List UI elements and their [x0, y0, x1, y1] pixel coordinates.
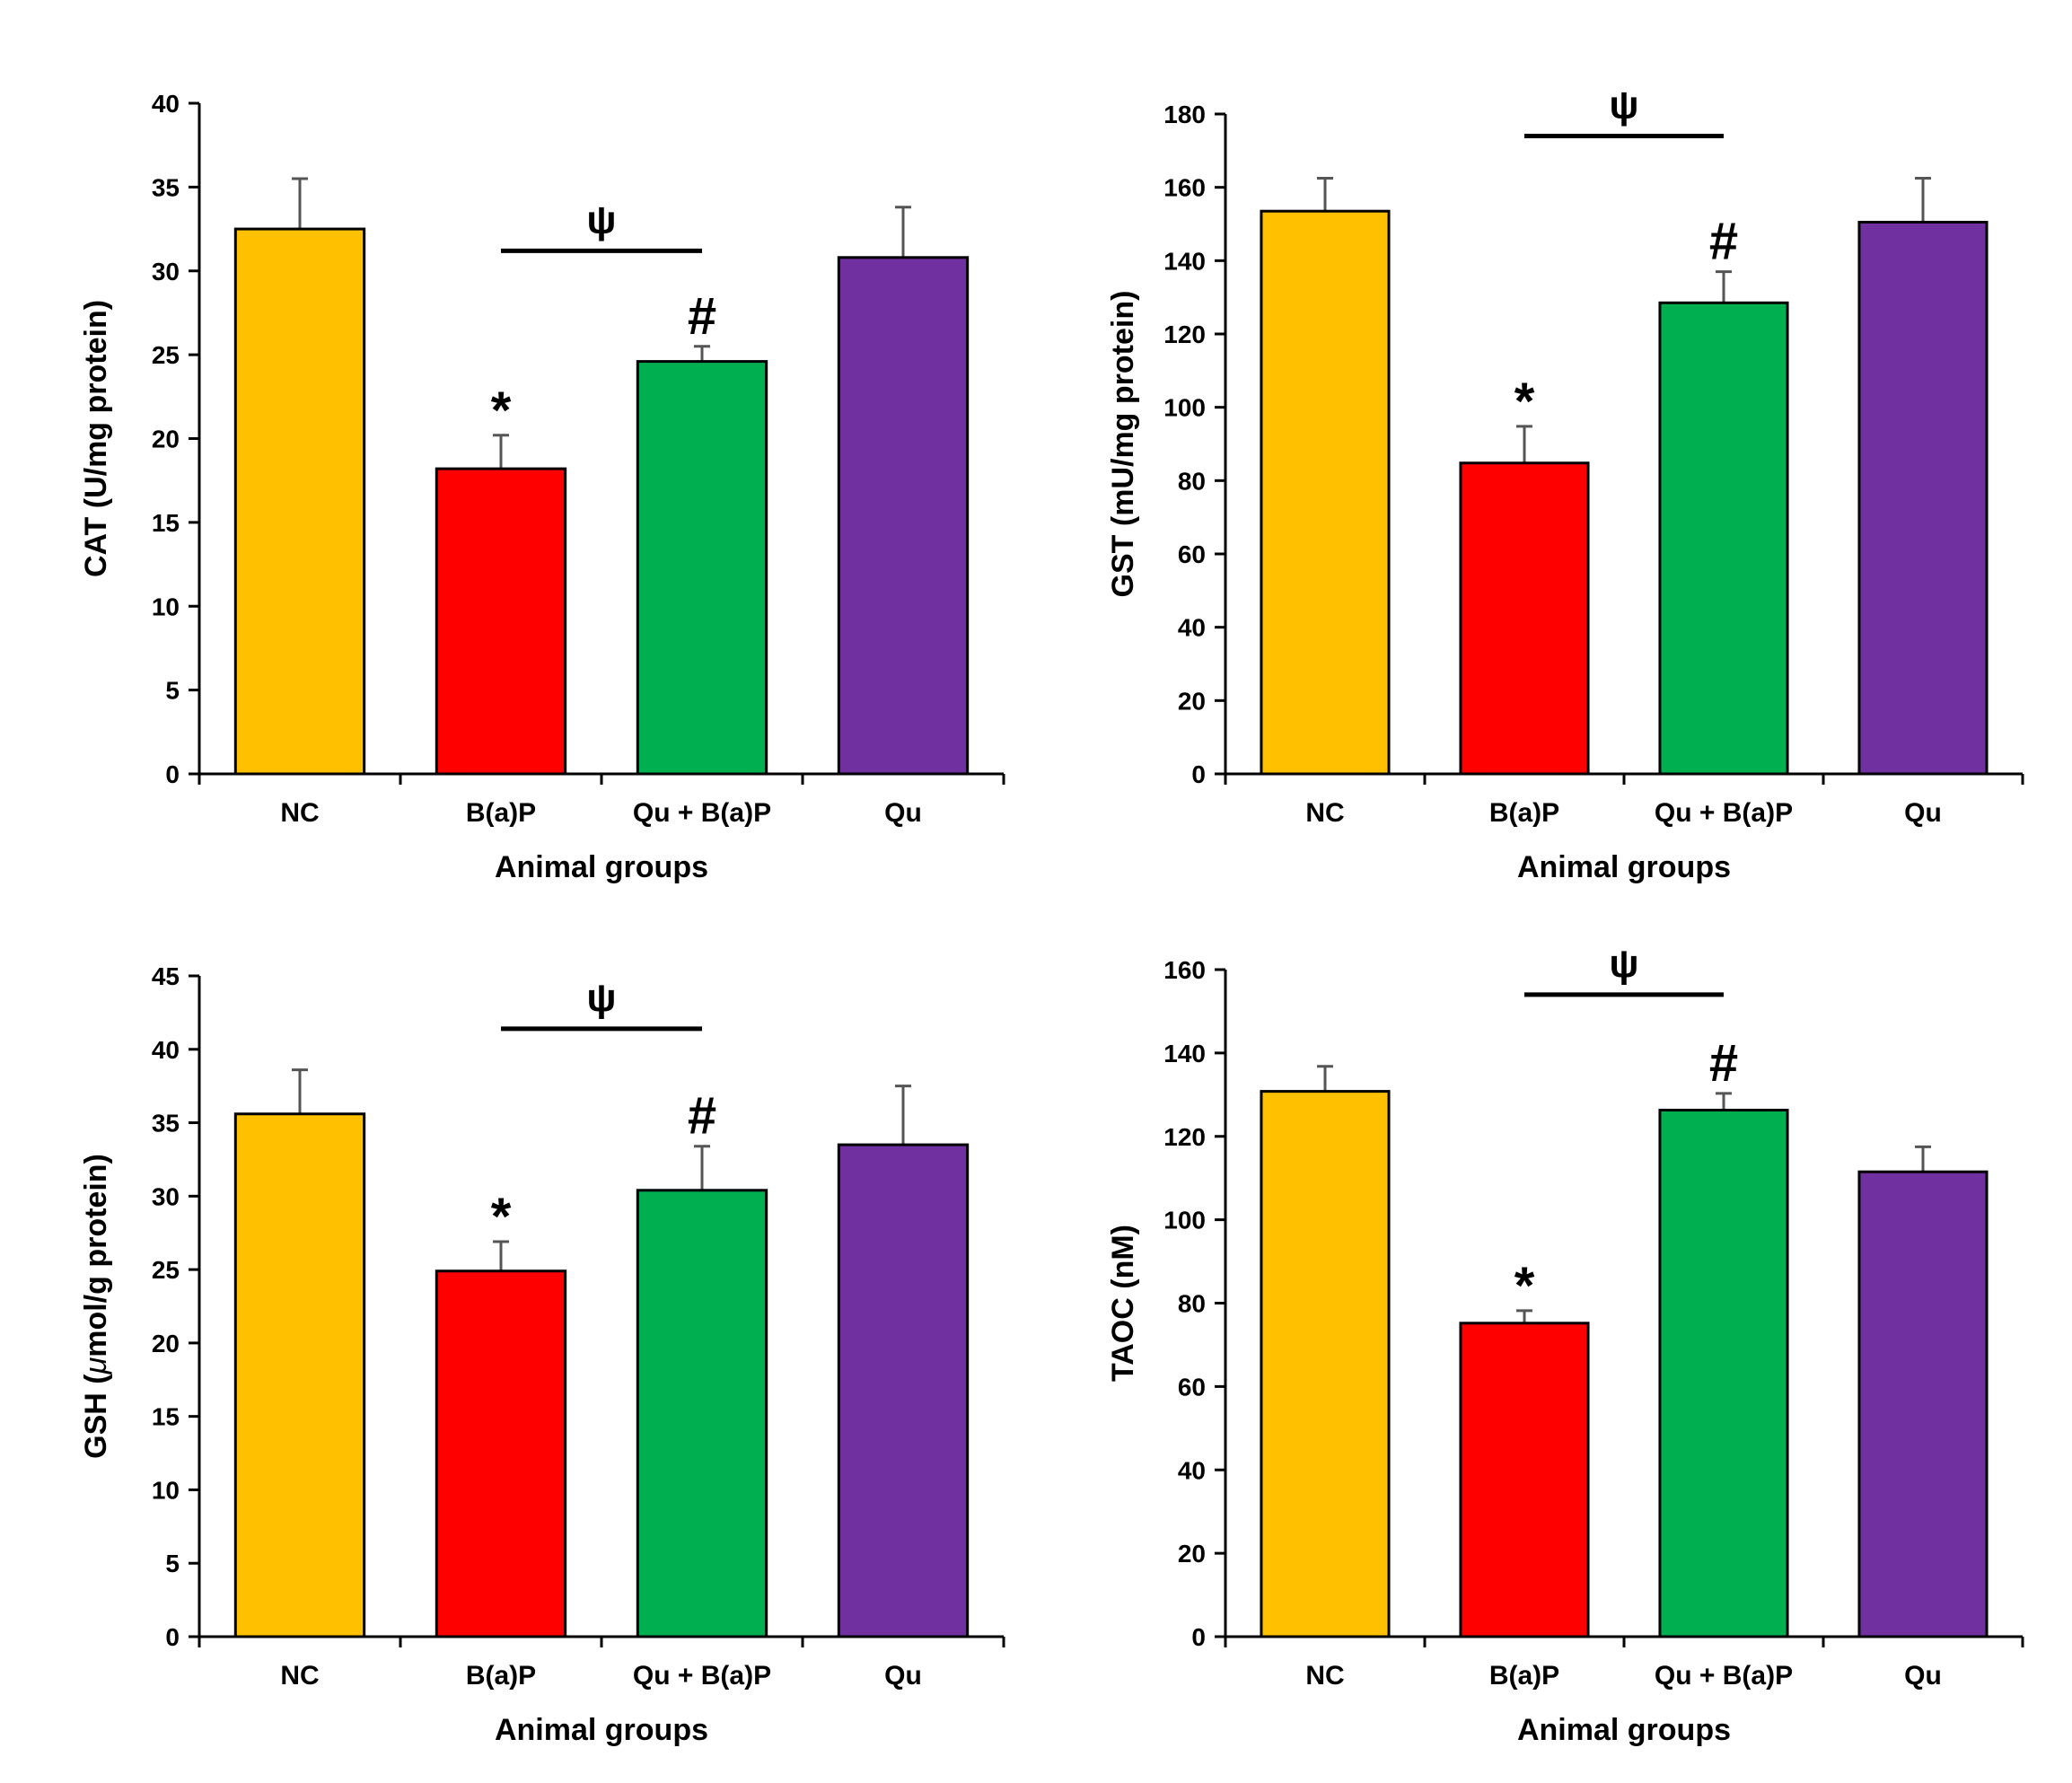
y-tick-label: 20 — [1178, 1540, 1206, 1568]
significance-hash: # — [688, 287, 716, 346]
x-tick-label: Qu — [884, 1661, 922, 1691]
significance-star: * — [1514, 1257, 1535, 1315]
y-tick-label: 60 — [1178, 1373, 1206, 1401]
x-tick-label: B(a)P — [466, 1661, 536, 1691]
y-tick-label: 15 — [152, 509, 180, 537]
bar-b-a-p — [435, 467, 567, 776]
significance-star: * — [491, 1188, 512, 1246]
y-tick-label: 20 — [1178, 687, 1206, 715]
significance-hash: # — [1709, 213, 1738, 271]
bar-nc — [1260, 209, 1391, 776]
significance-star: * — [1514, 373, 1535, 431]
chart-panel-gsh: 0 5 10 15 20 25 30 35 40 45 NC B(a)P Qu + B(a)P Qu * # ψ… — [79, 962, 1005, 1747]
bar-qu — [1857, 1170, 1989, 1638]
bar-qu-b-a-p — [636, 360, 768, 776]
y-tick-label: 30 — [152, 258, 180, 285]
x-tick-label: B(a)P — [1489, 798, 1559, 828]
x-tick-label: Qu — [1904, 1661, 1942, 1691]
y-tick-label: 5 — [165, 677, 180, 705]
x-tick-label: B(a)P — [466, 798, 536, 828]
y-tick-label: 5 — [165, 1550, 180, 1577]
bracket-psi-label: ψ — [586, 198, 616, 242]
y-tick-label: 160 — [1163, 174, 1206, 202]
y-tick-label: 20 — [152, 426, 180, 453]
bar-nc — [233, 227, 366, 776]
x-tick-label: NC — [280, 1661, 319, 1691]
chart-panel-taoc: 0 20 40 60 80 100 120 140 160 NC B(a)P Qu + B(a)P Qu… — [1106, 942, 2024, 1747]
bar-b-a-p — [435, 1269, 567, 1638]
y-tick-label: 60 — [1178, 540, 1206, 568]
significance-hash: # — [688, 1087, 716, 1146]
y-tick-label: 40 — [1178, 1456, 1206, 1484]
significance-star: * — [491, 382, 512, 440]
bar-qu — [1857, 220, 1989, 776]
x-tick-label: Qu + B(a)P — [1655, 798, 1793, 828]
y-tick-label: 140 — [1163, 247, 1206, 275]
bar-b-a-p — [1459, 461, 1590, 776]
y-tick-label: 30 — [152, 1182, 180, 1210]
y-axis-title: TAOC (nM) — [1106, 1225, 1140, 1382]
bar-nc — [1260, 1090, 1391, 1638]
y-tick-label: 180 — [1163, 101, 1206, 128]
y-tick-label: 0 — [1191, 1623, 1206, 1651]
bar-qu — [837, 256, 970, 776]
y-tick-label: 20 — [152, 1330, 180, 1357]
y-tick-label: 10 — [152, 1476, 180, 1504]
y-tick-label: 25 — [152, 341, 180, 369]
y-tick-label: 40 — [1178, 614, 1206, 642]
y-tick-label: 35 — [152, 1110, 180, 1137]
bracket-psi-label: ψ — [586, 976, 616, 1020]
y-tick-label: 40 — [152, 90, 180, 118]
bar-qu — [837, 1143, 970, 1638]
y-tick-label: 40 — [152, 1036, 180, 1064]
bar-qu-b-a-p — [636, 1189, 768, 1638]
y-tick-label: 45 — [152, 962, 180, 990]
y-tick-label: 15 — [152, 1403, 180, 1431]
y-tick-label: 140 — [1163, 1040, 1206, 1067]
y-tick-label: 10 — [152, 593, 180, 620]
x-tick-label: NC — [1305, 1661, 1344, 1691]
bar-qu-b-a-p — [1658, 1108, 1789, 1638]
y-axis-title: CAT (U/mg protein) — [79, 300, 113, 577]
y-tick-label: 0 — [1191, 760, 1206, 788]
y-tick-label: 0 — [165, 1623, 180, 1651]
y-tick-label: 100 — [1163, 1207, 1206, 1234]
x-axis-title: Animal groups — [495, 1713, 708, 1747]
y-axis-title: GSH (μmol/g protein) — [79, 1154, 113, 1459]
chart-panel-gst: 0 20 40 60 80 100 120 140 160 180 NC B(a)P Qu + B(a)… — [1106, 83, 2024, 884]
bar-nc — [233, 1112, 366, 1638]
x-axis-title: Animal groups — [495, 850, 708, 884]
x-tick-label: NC — [1305, 798, 1344, 828]
x-tick-label: Qu + B(a)P — [1655, 1661, 1793, 1691]
significance-hash: # — [1709, 1034, 1738, 1093]
bracket-psi-label: ψ — [1609, 942, 1638, 986]
bar-b-a-p — [1459, 1322, 1590, 1638]
x-tick-label: Qu + B(a)P — [633, 798, 771, 828]
bar-qu-b-a-p — [1658, 301, 1789, 776]
y-tick-label: 80 — [1178, 1290, 1206, 1318]
bracket-psi-label: ψ — [1609, 83, 1638, 127]
x-tick-label: Qu — [884, 798, 922, 828]
y-tick-label: 80 — [1178, 467, 1206, 495]
y-tick-label: 0 — [165, 760, 180, 788]
chart-panel-cat: 0 5 10 15 20 25 30 35 40 NC B(a)P Qu + B(a)P Qu * # ψ An… — [79, 90, 1005, 884]
y-tick-label: 120 — [1163, 1123, 1206, 1151]
x-tick-label: B(a)P — [1489, 1661, 1559, 1691]
y-tick-label: 25 — [152, 1256, 180, 1284]
y-tick-label: 35 — [152, 173, 180, 201]
x-tick-label: Qu + B(a)P — [633, 1661, 771, 1691]
y-tick-label: 160 — [1163, 956, 1206, 984]
y-axis-title: GST (mU/mg protein) — [1106, 291, 1140, 598]
y-tick-label: 120 — [1163, 321, 1206, 348]
x-tick-label: Qu — [1904, 798, 1942, 828]
x-axis-title: Animal groups — [1517, 1713, 1731, 1747]
x-tick-label: NC — [280, 798, 319, 828]
x-axis-title: Animal groups — [1517, 850, 1731, 884]
y-tick-label: 100 — [1163, 394, 1206, 422]
